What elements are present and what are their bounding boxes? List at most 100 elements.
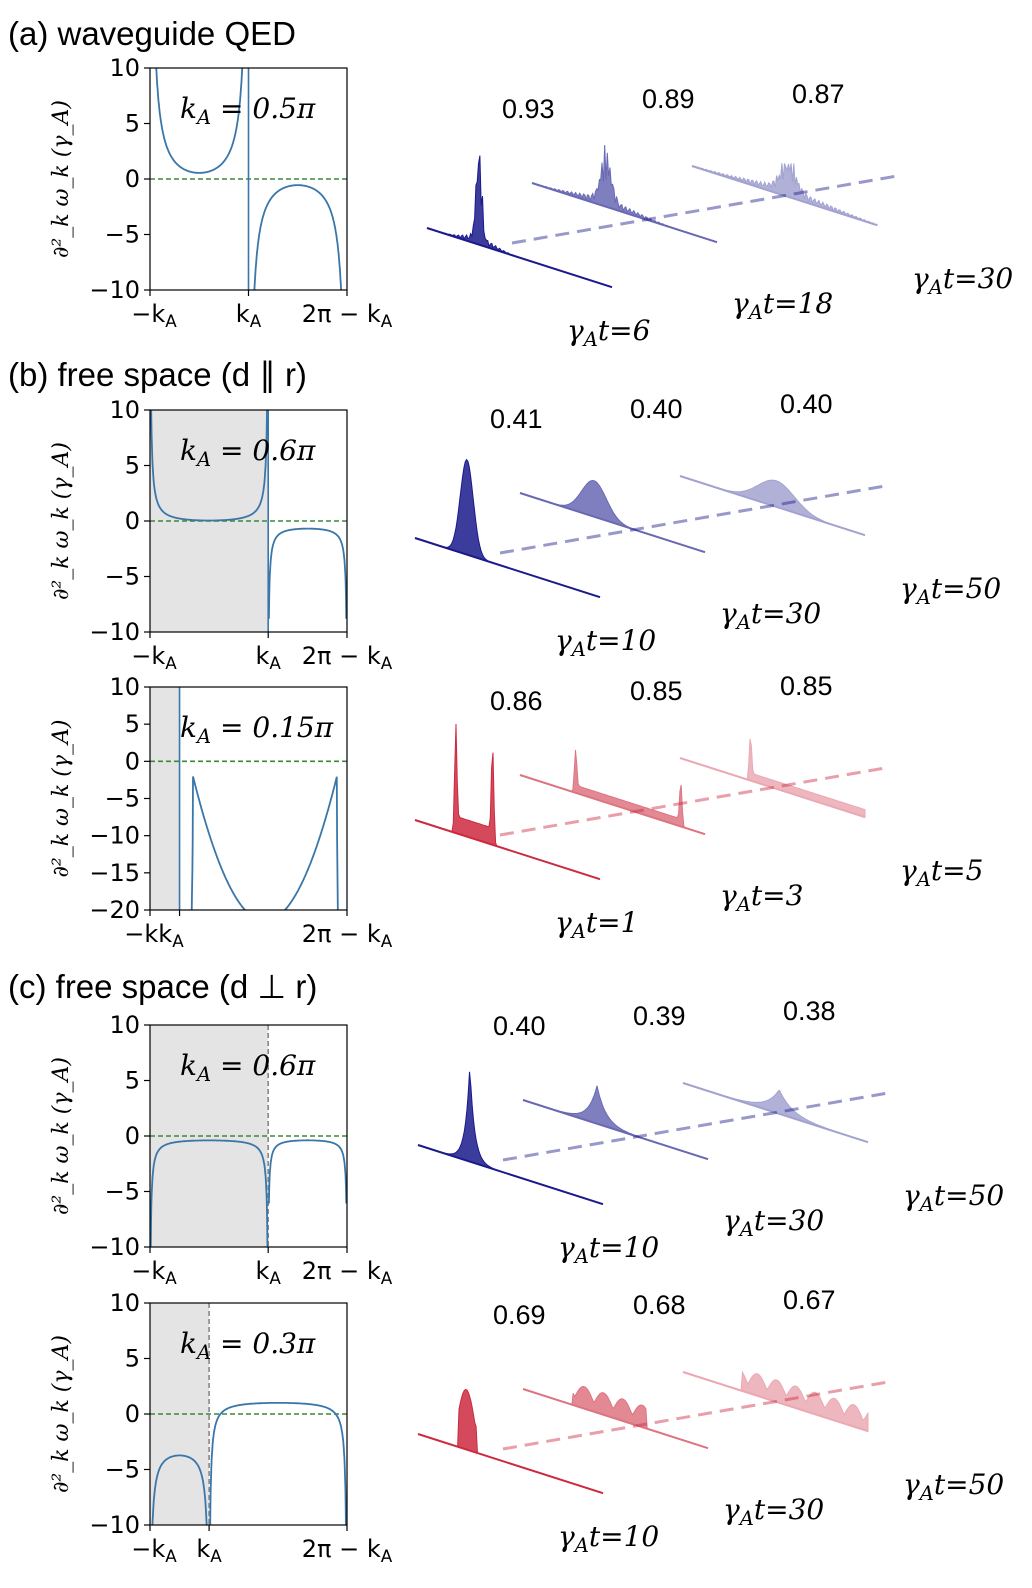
wavepacket-profile <box>679 738 866 818</box>
ka-annotation: kA = 0.6π <box>180 434 316 471</box>
y-axis-label: ∂²_k ω_k (γ_A) <box>49 442 74 600</box>
probability-label: 0.68 <box>633 1290 686 1320</box>
wavepacket-3 <box>682 1082 869 1144</box>
panel-c2: 10 5 0 −5 −10−kA kA 2π − kA ∂²_k ω_k (γ_A) kA = … <box>49 1285 1004 1566</box>
probability-label: 0.69 <box>493 1300 546 1330</box>
panel-b2: 10 5 0 −5 −10 −15 −20−kkA 2π − kA ∂²_k ω_k (γ_A)… <box>49 671 983 951</box>
wavepacket-plot <box>417 1370 889 1495</box>
ytick-label: −5 <box>105 785 140 813</box>
ytick-label: 0 <box>125 165 140 193</box>
wavepacket-1 <box>417 1388 604 1495</box>
xtick-label: −kA <box>131 1535 177 1566</box>
probability-label: 0.85 <box>630 676 683 706</box>
ytick-label: −10 <box>89 822 140 850</box>
time-label: γAt=10 <box>558 1520 659 1557</box>
time-label: γAt=50 <box>903 1468 1004 1505</box>
wavepacket-3 <box>679 475 866 537</box>
wavepacket-profile <box>414 723 601 880</box>
ytick-label: −15 <box>89 859 140 887</box>
curve <box>155 68 342 290</box>
ytick-label: 5 <box>125 1067 140 1095</box>
ytick-label: −5 <box>105 221 140 249</box>
curve <box>150 410 347 619</box>
ka-annotation: kA = 0.3π <box>180 1327 316 1364</box>
wavepacket-2 <box>522 1385 709 1450</box>
probability-label: 0.67 <box>783 1285 836 1315</box>
section-title-c: (c) free space (d ⊥ r) <box>8 968 317 1005</box>
panel-c1: 10 5 0 −5 −10−kA kA 2π − kA ∂²_k ω_k (γ_A) kA = … <box>49 996 1004 1288</box>
ka-annotation: kA = 0.5π <box>180 92 316 129</box>
ytick-label: 5 <box>125 110 140 138</box>
wavepacket-3 <box>682 1370 869 1433</box>
curve <box>190 776 339 910</box>
wavepacket-profile <box>417 1071 604 1205</box>
probability-label: 0.93 <box>502 94 555 124</box>
wavepacket-1 <box>414 458 601 599</box>
wavepacket-plot <box>414 723 886 881</box>
time-label: γAt=30 <box>912 262 1013 299</box>
time-label: γAt=3 <box>720 879 803 916</box>
time-label: γAt=1 <box>555 906 638 943</box>
xtick-label: −kA <box>131 300 177 331</box>
wavepacket-profile <box>426 155 613 288</box>
wavepacket-baseline <box>682 1371 869 1433</box>
ytick-label: 0 <box>125 507 140 535</box>
panel-a: 10 5 0 −5 −10−kA kA 2π − kA ∂²_k ω_k (γ_A) kA = … <box>49 54 1013 351</box>
wavepacket-baseline <box>691 165 878 227</box>
wavepacket-profile <box>519 479 706 553</box>
ytick-label: 5 <box>125 710 140 738</box>
wavepacket-2 <box>522 1085 709 1161</box>
time-label: γAt=10 <box>555 624 656 661</box>
wavepacket-2 <box>519 749 706 836</box>
ytick-label: −10 <box>89 618 140 646</box>
y-axis-label: ∂²_k ω_k (γ_A) <box>49 720 74 878</box>
wavepacket-1 <box>414 723 601 881</box>
xtick-label: 2π − kA <box>302 920 393 951</box>
wavepacket-profile <box>417 1388 604 1494</box>
xtick-label: kA <box>196 1535 222 1566</box>
xtick-label: kA <box>256 1257 282 1288</box>
curve <box>151 1402 347 1525</box>
wavepacket-profile <box>522 1385 709 1449</box>
time-label: γAt=5 <box>900 854 983 891</box>
wavepacket-baseline <box>682 1082 869 1144</box>
wavepacket-1 <box>417 1071 604 1206</box>
probability-label: 0.41 <box>490 404 543 434</box>
section-title-b: (b) free space (d ∥ r) <box>8 356 307 394</box>
y-axis-label: ∂²_k ω_k (γ_A) <box>49 1335 74 1493</box>
wavepacket-profile <box>522 1085 709 1160</box>
time-label: γAt=18 <box>732 287 833 324</box>
ytick-label: 10 <box>109 1011 140 1039</box>
ytick-label: 10 <box>109 396 140 424</box>
xtick-label: 2π − kA <box>302 642 393 673</box>
ytick-label: 5 <box>125 452 140 480</box>
ytick-label: 10 <box>109 673 140 701</box>
ytick-label: 10 <box>109 54 140 82</box>
time-label: γAt=6 <box>567 314 650 351</box>
wavepacket-3 <box>679 738 866 819</box>
ka-annotation: kA = 0.6π <box>180 1049 316 1086</box>
wavepacket-profile <box>679 475 866 536</box>
wavepacket-profile <box>531 144 718 243</box>
xtick-label: −kA <box>131 642 177 673</box>
panel-b1: 10 5 0 −5 −10−kA kA 2π − kA ∂²_k ω_k (γ_A) kA = … <box>49 389 1001 673</box>
wavepacket-plot <box>414 458 886 599</box>
ytick-label: 10 <box>109 1289 140 1317</box>
wavepacket-1 <box>426 155 613 289</box>
ytick-label: 0 <box>125 1400 140 1428</box>
probability-label: 0.85 <box>780 671 833 701</box>
wavepacket-profile <box>682 1082 869 1143</box>
probability-label: 0.86 <box>490 686 543 716</box>
time-label: γAt=30 <box>720 597 821 634</box>
section-title-a: (a) waveguide QED <box>8 15 296 52</box>
probability-label: 0.40 <box>493 1011 546 1041</box>
wavepacket-baseline <box>679 757 866 819</box>
ytick-label: −10 <box>89 1233 140 1261</box>
wavepacket-profile <box>414 458 601 598</box>
ytick-label: 0 <box>125 747 140 775</box>
probability-label: 0.40 <box>630 394 683 424</box>
wavepacket-baseline <box>679 475 866 537</box>
ytick-label: −5 <box>105 1456 140 1484</box>
shaded-region <box>150 687 180 910</box>
probability-label: 0.39 <box>633 1001 686 1031</box>
